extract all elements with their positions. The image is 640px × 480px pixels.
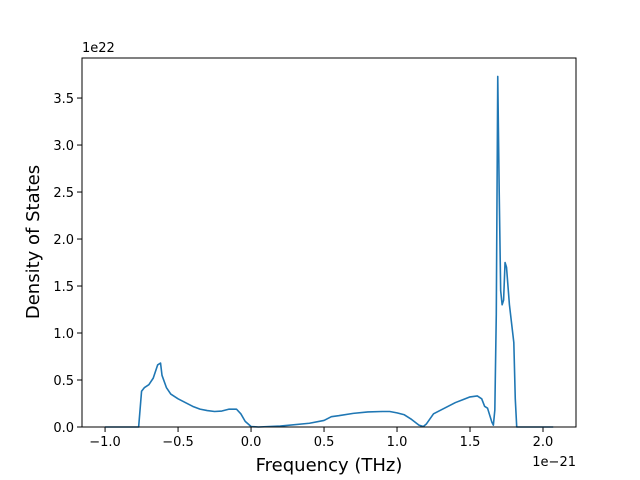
x-axis-label: Frequency (THz) (256, 455, 403, 476)
x-tick-label: −1.0 (89, 435, 121, 450)
y-tick-label: 0.0 (53, 421, 74, 436)
y-tick-label: 2.0 (53, 233, 74, 248)
y-tick-label: 3.5 (53, 92, 74, 107)
x-tick-label: 2.0 (533, 435, 554, 450)
x-tick-label: 0.0 (241, 435, 262, 450)
y-offset-label: 1e22 (82, 41, 115, 56)
y-tick-label: 0.5 (53, 374, 74, 389)
x-tick-label: 0.5 (314, 435, 335, 450)
x-tick-label: −0.5 (162, 435, 194, 450)
y-tick-label: 1.5 (53, 280, 74, 295)
x-offset-label: 1e−21 (532, 455, 576, 470)
x-tick-label: 1.0 (387, 435, 408, 450)
y-tick-label: 3.0 (53, 139, 74, 154)
y-tick-label: 2.5 (53, 186, 74, 201)
line-series (105, 75, 554, 428)
y-axis-label: Density of States (23, 165, 44, 319)
x-tick-label: 1.5 (460, 435, 481, 450)
axes-frame (81, 57, 577, 428)
y-tick-label: 1.0 (53, 327, 74, 342)
